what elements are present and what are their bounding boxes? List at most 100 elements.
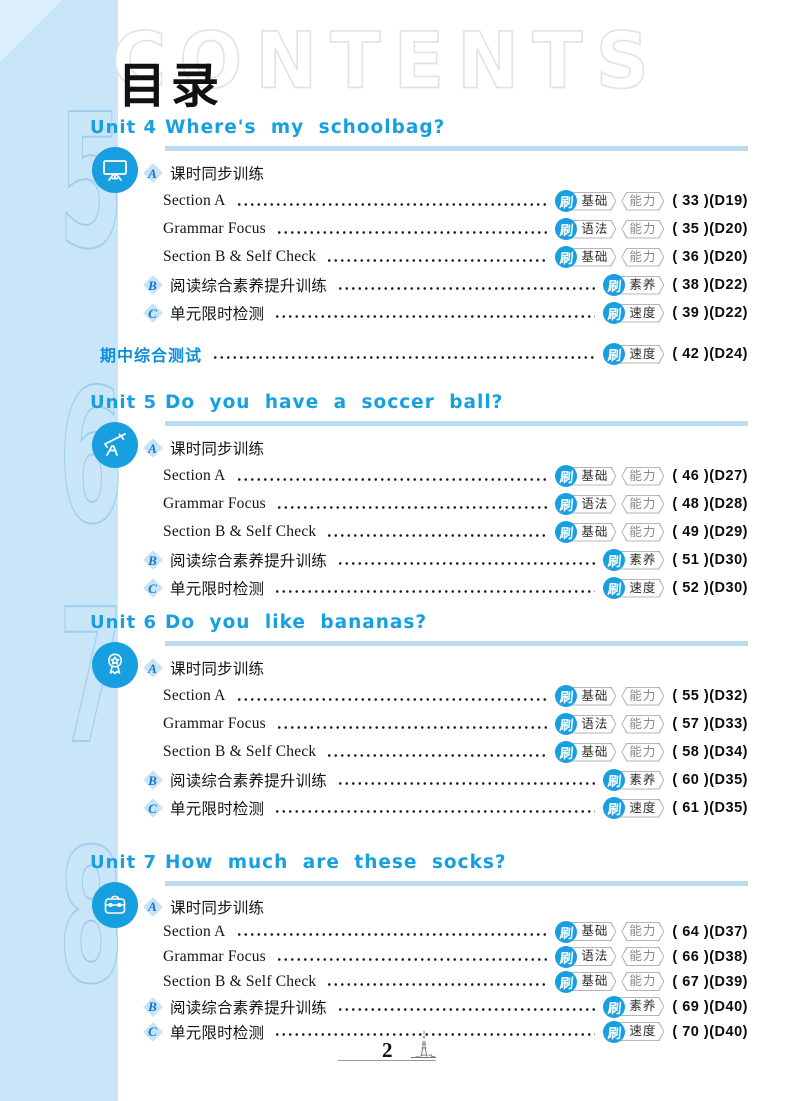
tag-group: 刷语法 能力 ( 48 )(D28) <box>555 493 748 515</box>
row-label: 阅读综合素养提升训练 <box>170 999 328 1017</box>
tag-group: 刷基础 能力 ( 36 )(D20) <box>555 246 748 268</box>
row-label: 阅读综合素养提升训练 <box>170 773 328 790</box>
page-ref: ( 51 )(D30) <box>672 552 748 568</box>
tag-group: 刷速度 ( 39 )(D22) <box>603 302 748 324</box>
tag-能力: 能力 <box>621 922 664 941</box>
tag-label: 能力 <box>622 973 663 990</box>
tag-能力: 能力 <box>621 192 664 211</box>
section-badge-c: C <box>143 1022 162 1041</box>
tag-能力: 能力 <box>621 743 664 762</box>
entry-row: Grammar Focus 刷语法 能力 ( 66 )(D38) <box>0 944 790 969</box>
tag-速度: 速度 <box>617 304 664 323</box>
unit-title: Do you like bananas? <box>165 612 428 633</box>
tag-group: 刷语法 能力 ( 35 )(D20) <box>555 218 748 240</box>
tag-语法: 语法 <box>569 715 616 734</box>
eiffel-tower-icon <box>410 1030 437 1058</box>
blackboard-icon <box>92 147 138 193</box>
tag-速度: 速度 <box>617 799 664 818</box>
unit-header: Unit 4 Where's my schoolbag? <box>0 117 790 143</box>
dotted-leader <box>274 808 596 814</box>
badge-letter: B <box>148 552 157 568</box>
unit-rows: A 课时同步训练 Section A 刷基础 能力( 64 )(D37) Grammar … <box>0 894 790 1044</box>
unit-title: Do you have a soccer ball? <box>165 392 504 413</box>
page-ref: ( 36 )(D20) <box>672 249 748 265</box>
entry-row: C 单元限时检测 刷速度 ( 39 )(D22) <box>0 299 790 327</box>
dotted-leader <box>326 257 548 263</box>
tag-素养: 素养 <box>617 551 664 570</box>
row-label: Grammar Focus <box>163 220 266 237</box>
tag-group: 刷素养 ( 60 )(D35) <box>603 769 748 791</box>
page-ref: ( 66 )(D38) <box>672 948 748 965</box>
tag-能力: 能力 <box>621 687 664 706</box>
tag-label: 能力 <box>622 948 663 965</box>
tag-语法: 语法 <box>569 495 616 514</box>
tag-label: 能力 <box>622 221 663 238</box>
tag-label: 能力 <box>622 716 663 733</box>
group-row: A 课时同步训练 <box>0 654 790 682</box>
unit-block-unit-5: 6 Unit 5 Do you have a soccer ball? A 课时同步训练… <box>0 364 790 602</box>
group-row: A 课时同步训练 <box>0 159 790 187</box>
unit-rows: A 课时同步训练 Section A 刷基础 能力( 55 )(D32) Grammar … <box>0 654 790 822</box>
unit-block-unit-4: 5 Unit 4 Where's my schoolbag? A 课时同步训练 Secti… <box>0 89 790 327</box>
row-label: 阅读综合素养提升训练 <box>170 278 328 295</box>
tag-语法: 语法 <box>569 947 616 966</box>
shua-badge: 刷 <box>555 685 578 707</box>
entry-row: Section A 刷基础 能力 ( 64 )(D37) <box>0 919 790 944</box>
unit-title-underline <box>165 881 748 886</box>
badge-letter: C <box>148 305 157 321</box>
entry-row: C 单元限时检测 刷速度 ( 52 )(D30) <box>0 574 790 602</box>
tag-能力: 能力 <box>621 972 664 991</box>
tag-label: 能力 <box>622 524 663 541</box>
tag-基础: 基础 <box>569 192 616 211</box>
section-badge-c: C <box>143 304 162 323</box>
dotted-leader <box>337 780 596 786</box>
tag-基础: 基础 <box>569 972 616 991</box>
tag-label: 语法 <box>570 948 615 965</box>
dotted-leader <box>235 476 548 482</box>
tag-label: 基础 <box>570 973 615 990</box>
tag-group: 刷基础 能力 ( 64 )(D37) <box>555 920 748 943</box>
tag-label: 基础 <box>570 923 615 940</box>
badge-letter: B <box>148 999 157 1014</box>
page-title: 目录 <box>118 58 225 114</box>
section-badge-b: B <box>143 771 162 790</box>
tag-group: 刷基础 能力 ( 55 )(D32) <box>555 685 748 707</box>
page-ref: ( 39 )(D22) <box>672 305 748 321</box>
tag-group: 刷素养 ( 38 )(D22) <box>603 274 748 296</box>
row-label: Section A <box>163 687 226 704</box>
entry-row: B 阅读综合素养提升训练 刷素养 ( 51 )(D30) <box>0 546 790 574</box>
badge-letter: B <box>148 772 157 788</box>
entry-row: Grammar Focus 刷语法 能力 ( 35 )(D20) <box>0 215 790 243</box>
dotted-leader <box>235 696 548 702</box>
dotted-leader <box>326 752 548 758</box>
row-label: Section B & Self Check <box>163 248 317 265</box>
tag-label: 素养 <box>618 552 663 569</box>
page-ref: ( 46 )(D27) <box>672 468 748 484</box>
dotted-leader <box>275 229 548 235</box>
tag-label: 速度 <box>618 346 663 363</box>
badge-letter: A <box>148 660 157 676</box>
page-ref: ( 64 )(D37) <box>672 923 748 940</box>
entry-row: Section B & Self Check 刷基础 能力 ( 67 )(D39) <box>0 969 790 994</box>
entry-row: Section B & Self Check 刷基础 能力 ( 58 )(D34) <box>0 738 790 766</box>
tag-基础: 基础 <box>569 523 616 542</box>
tag-速度: 速度 <box>617 1022 664 1041</box>
unit-label: Unit 4 <box>90 117 157 138</box>
tag-label: 速度 <box>618 1023 663 1040</box>
page-ref: ( 57 )(D33) <box>672 716 748 732</box>
entry-row: Section A 刷基础 能力 ( 33 )(D19) <box>0 187 790 215</box>
shua-badge: 刷 <box>555 713 578 735</box>
tag-label: 基础 <box>570 524 615 541</box>
row-label: Grammar Focus <box>163 947 266 965</box>
unit-block-unit-7: 8 Unit 7 How much are these socks? A 课时同步训练 S… <box>0 824 790 1044</box>
tag-能力: 能力 <box>621 248 664 267</box>
dotted-leader <box>275 724 548 730</box>
tag-group: 刷速度 ( 42 )(D24) <box>603 343 748 365</box>
page-ref: ( 60 )(D35) <box>672 772 748 788</box>
shua-badge: 刷 <box>603 343 626 365</box>
shua-badge: 刷 <box>603 577 626 599</box>
row-label: Section B & Self Check <box>163 972 317 990</box>
badge-letter: A <box>148 899 157 914</box>
section-badge-c: C <box>143 579 162 598</box>
badge-letter: C <box>148 1024 157 1039</box>
